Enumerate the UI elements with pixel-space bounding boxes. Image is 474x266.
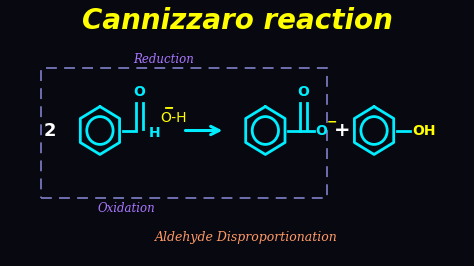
- Text: Aldehyde Disproportionation: Aldehyde Disproportionation: [155, 231, 338, 244]
- Text: H: H: [149, 127, 160, 140]
- Text: −: −: [166, 103, 174, 113]
- Text: +: +: [334, 121, 350, 140]
- Text: O: O: [316, 123, 328, 138]
- Text: −: −: [326, 115, 337, 128]
- Text: O: O: [134, 85, 146, 99]
- Text: OH: OH: [412, 123, 435, 138]
- Text: Reduction: Reduction: [133, 53, 194, 66]
- Text: O: O: [297, 85, 309, 99]
- Text: 2: 2: [44, 122, 56, 139]
- Text: O-H: O-H: [160, 111, 186, 125]
- Text: Oxidation: Oxidation: [98, 202, 155, 215]
- Text: Cannizzaro reaction: Cannizzaro reaction: [82, 7, 392, 35]
